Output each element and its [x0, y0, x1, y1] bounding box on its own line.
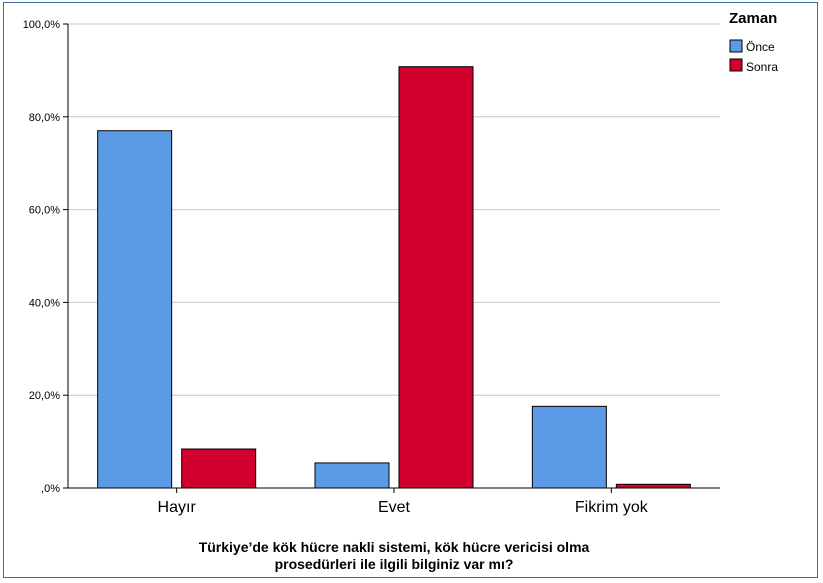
x-tick-label: Evet	[378, 499, 411, 516]
legend-label-sonra: Sonra	[746, 60, 778, 74]
bar-once-2	[531, 405, 607, 489]
bar-sonra-2	[615, 483, 691, 489]
y-tick-label: 100,0%	[23, 19, 61, 31]
y-axis: ,0% 20,0% 40,0% 60,0% 80,0% 100,0%	[23, 19, 69, 495]
legend-label-once: Önce	[746, 40, 775, 54]
legend: Zaman Önce Sonra	[729, 10, 778, 74]
legend-swatch-once	[729, 39, 743, 53]
bar-sonra-0	[181, 448, 257, 489]
x-tick-label: Fikrim yok	[575, 499, 649, 516]
legend-swatch-sonra	[729, 58, 743, 72]
y-tick-label: 80,0%	[29, 112, 60, 124]
y-tick-label: 20,0%	[29, 390, 60, 402]
y-tick-label: ,0%	[41, 483, 60, 495]
y-tick-label: 40,0%	[29, 297, 60, 309]
x-tick-label: Hayır	[158, 499, 197, 516]
x-axis: Hayır Evet Fikrim yok	[68, 487, 720, 516]
bars	[97, 66, 691, 489]
x-axis-title-line-2: prosedürleri ile ilgili bilginiz var mı?	[275, 556, 514, 572]
x-axis-title-line-1: Türkiye’de kök hücre nakli sistemi, kök …	[199, 539, 590, 555]
bar-once-0	[97, 130, 173, 489]
legend-title: Zaman	[729, 10, 777, 27]
y-tick-label: 60,0%	[29, 205, 60, 217]
bar-sonra-1	[398, 66, 474, 489]
gridlines	[68, 23, 720, 396]
bar-once-1	[314, 462, 390, 489]
